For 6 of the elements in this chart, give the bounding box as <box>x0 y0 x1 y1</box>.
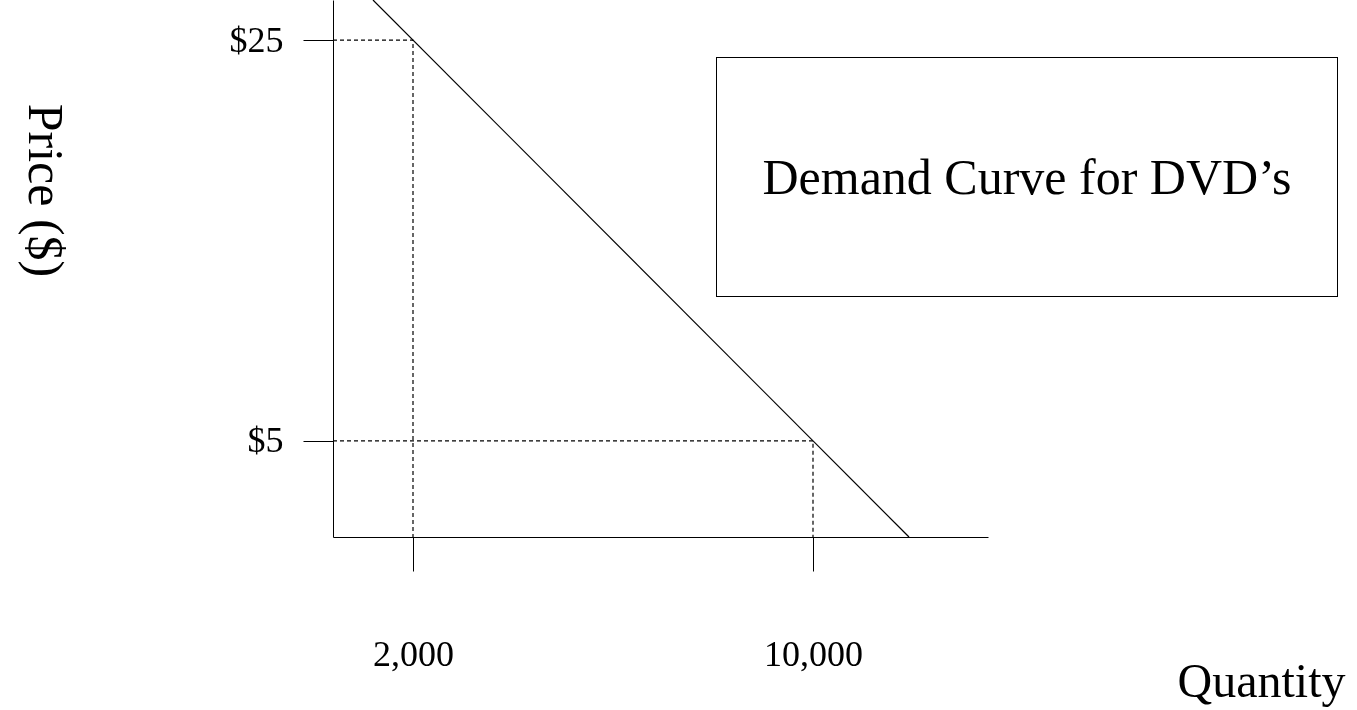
y-tick-label: $25 <box>229 19 284 60</box>
x-tick-label: 2,000 <box>373 633 454 674</box>
y-tick-label: $5 <box>247 420 284 461</box>
x-tick-label: 10,000 <box>764 633 863 674</box>
y-axis-title: Price ($) <box>17 103 74 278</box>
x-axis-title: Quantity <box>1177 653 1346 707</box>
